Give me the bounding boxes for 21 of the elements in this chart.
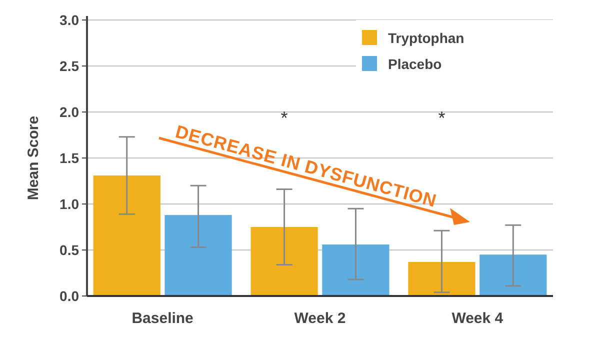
y-tick-label: 0.5 bbox=[60, 242, 80, 258]
bar bbox=[408, 262, 476, 296]
bar bbox=[322, 244, 390, 296]
annotation: * bbox=[280, 108, 288, 128]
bar bbox=[250, 227, 318, 296]
x-tick-label: Baseline bbox=[132, 310, 194, 327]
x-tick-label: Week 2 bbox=[294, 310, 346, 327]
x-tick-label: Week 4 bbox=[452, 310, 504, 327]
y-tick-label: 2.5 bbox=[60, 58, 80, 74]
legend-label: Placebo bbox=[388, 56, 442, 72]
y-tick-label: 2.0 bbox=[60, 104, 80, 120]
y-tick-label: 1.5 bbox=[60, 150, 80, 166]
y-tick-label: 1.0 bbox=[60, 196, 80, 212]
bar bbox=[93, 175, 160, 296]
annotation: * bbox=[438, 108, 446, 128]
legend-label: Tryptophan bbox=[388, 30, 464, 46]
y-tick-label: 0.0 bbox=[60, 288, 80, 304]
bar bbox=[164, 215, 232, 296]
y-tick-label: 3.0 bbox=[60, 12, 80, 28]
bar bbox=[480, 254, 547, 296]
y-axis-title: Mean Score bbox=[25, 116, 42, 200]
